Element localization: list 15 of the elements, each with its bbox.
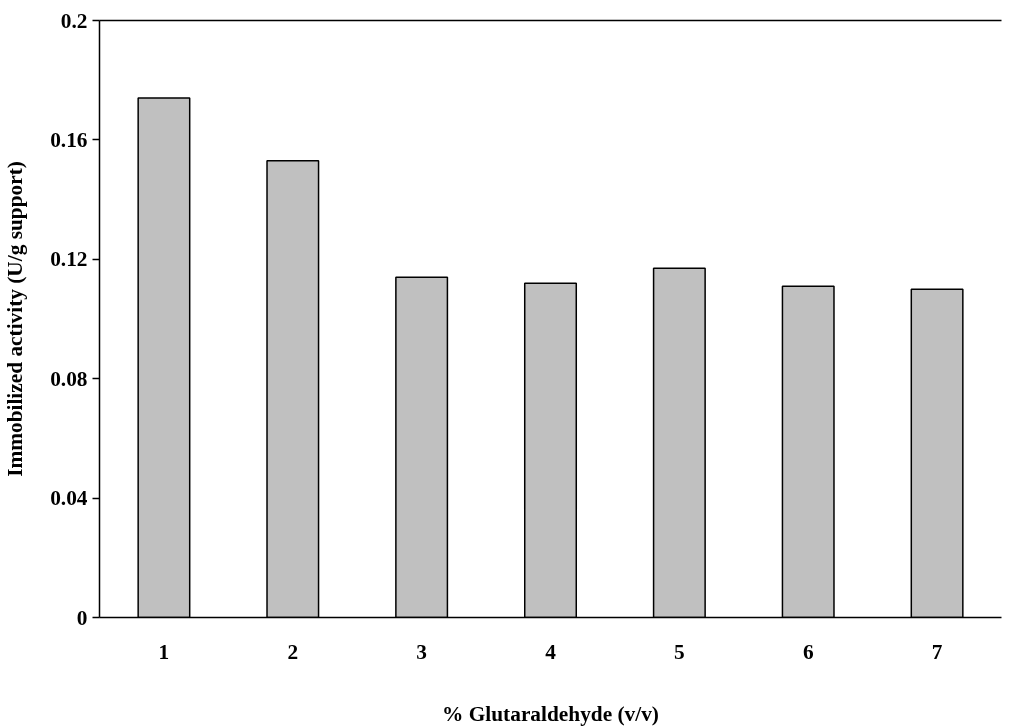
x-axis-title: % Glutaraldehyde (v/v)	[442, 701, 659, 726]
x-tick-label: 2	[287, 639, 299, 664]
y-tick-label: 0.16	[50, 127, 88, 152]
x-tick-label: 4	[545, 639, 557, 664]
y-tick-label: 0.12	[50, 247, 88, 272]
y-tick-label: 0	[76, 605, 88, 630]
y-tick-label: 0.2	[60, 8, 88, 33]
y-tick-label: 0.08	[50, 366, 88, 391]
x-tick-label: 1	[158, 639, 170, 664]
y-tick-label: 0.04	[50, 486, 88, 511]
y-axis-title: Immobilized activity (U/g support)	[3, 161, 28, 477]
x-tick-label: 5	[674, 639, 685, 664]
x-tick-label: 6	[802, 639, 814, 664]
x-tick-label: 7	[931, 639, 943, 664]
x-tick-label: 3	[416, 639, 427, 664]
